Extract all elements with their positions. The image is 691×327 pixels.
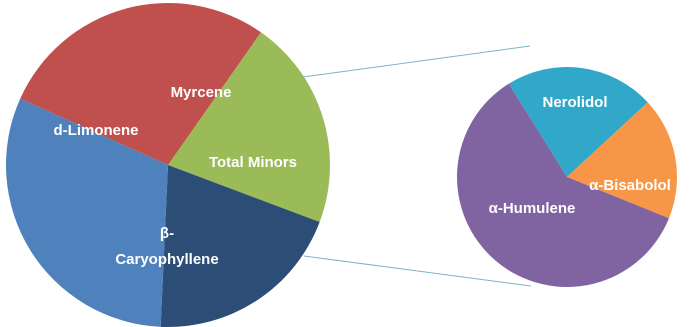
slice-label-total-minors: Total Minors [209, 154, 297, 171]
pie-slice-bisabolol [567, 102, 678, 219]
slice-label-caryophyllene: β-Caryophyllene [115, 225, 218, 268]
pie-slice-humulene [457, 83, 669, 287]
pie-slice-total-minors [160, 165, 320, 327]
connector-lines [302, 45, 532, 287]
slice-label-nerolidol: Nerolidol [542, 94, 607, 111]
pie-slice-d-limonene [20, 3, 261, 165]
pie-slice-caryophyllene [6, 98, 169, 327]
main-pie: Myrcene Total Minors β-Caryophyllene d-Limo… [6, 3, 330, 327]
connector-line-bottom [303, 255, 532, 287]
slice-label-myrcene: Myrcene [171, 84, 232, 101]
slice-label-humulene: α-Humulene [489, 200, 576, 217]
connector-line-top [302, 45, 531, 78]
secondary-pie: Nerolidol α-Bisabolol α-Humulene [457, 66, 678, 287]
slice-label-bisabolol: α-Bisabolol [589, 177, 671, 194]
pie-slice-myrcene [168, 32, 330, 222]
slice-label-d-limonene: d-Limonene [54, 122, 139, 139]
pie-slice-nerolidol [508, 66, 648, 177]
